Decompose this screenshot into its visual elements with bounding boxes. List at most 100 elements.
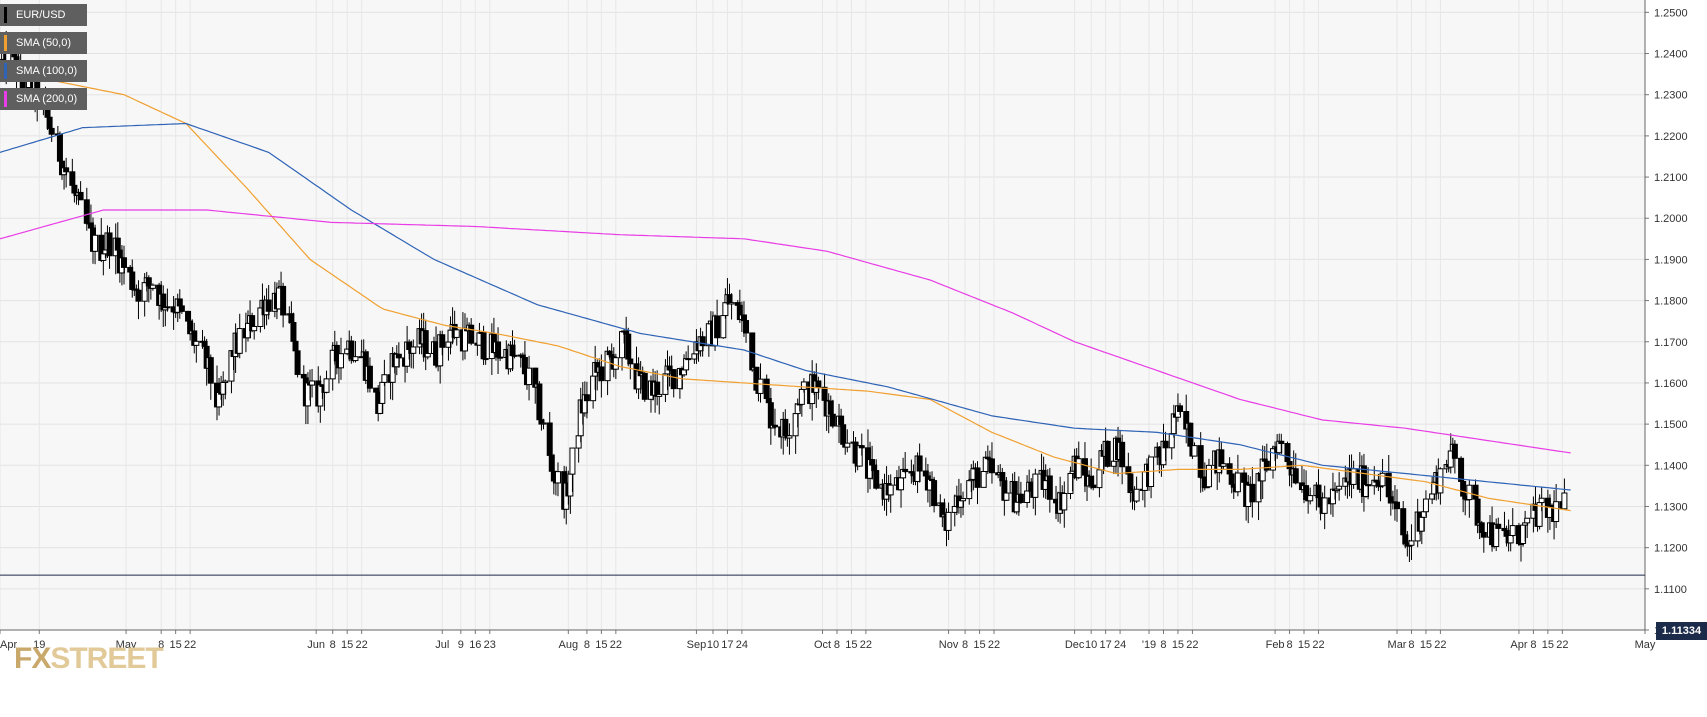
candle-body	[1350, 468, 1357, 485]
legend-item-sma200[interactable]: SMA (200,0)	[0, 88, 88, 110]
legend-item-sma100[interactable]: SMA (100,0)	[0, 60, 88, 82]
candle-body	[1234, 472, 1241, 493]
candle-body	[1096, 469, 1103, 489]
x-tick-label: 8	[330, 639, 336, 651]
candle-body	[627, 358, 634, 365]
candle-body	[1003, 492, 1010, 501]
x-tick-label: 16	[469, 639, 481, 651]
candle-body	[1422, 498, 1429, 513]
fxstreet-logo: FXSTREET	[14, 642, 164, 676]
candle-body	[743, 320, 750, 334]
y-tick-label: 1.2200	[1654, 131, 1688, 143]
candle-body	[641, 372, 648, 400]
x-tick-label: 8	[834, 639, 840, 651]
candle-body	[786, 435, 793, 439]
y-tick-label: 1.2100	[1654, 172, 1688, 184]
y-tick-label: 1.1100	[1654, 584, 1687, 596]
candle-body	[960, 498, 967, 502]
x-tick-label: 24	[736, 639, 748, 651]
candle-body	[1495, 523, 1502, 529]
candle-body	[251, 325, 258, 332]
x-tick-label: Feb	[1266, 639, 1285, 651]
candle-body	[352, 356, 359, 362]
candle-body	[461, 327, 468, 352]
y-tick-label: 1.2300	[1654, 90, 1688, 102]
legend-item-eurusd[interactable]: EUR/USD	[0, 4, 88, 26]
legend-swatch-sma200	[4, 91, 7, 107]
x-tick-label: 22	[1434, 639, 1446, 651]
candle-body	[366, 365, 373, 389]
candle-body	[800, 381, 807, 390]
legend-swatch-eurusd	[4, 7, 7, 23]
candle-body	[683, 358, 690, 371]
x-tick-label: 15	[170, 639, 182, 651]
sma-50-line	[0, 69, 1571, 512]
current-price-tag: 1.11334	[1656, 622, 1707, 640]
candle-body	[453, 329, 460, 338]
candle-body	[526, 367, 533, 386]
x-tick-label: 22	[1186, 639, 1198, 651]
x-tick-label: 17	[721, 639, 733, 651]
candle-body	[294, 350, 301, 375]
candle-body	[1394, 501, 1401, 510]
candle-body	[670, 369, 677, 390]
x-tick-label: Dec	[1065, 639, 1085, 651]
legend-swatch-sma50	[4, 35, 7, 51]
candle-body	[236, 328, 243, 354]
x-tick-label: 24	[1114, 639, 1126, 651]
candle-body	[898, 477, 905, 491]
legend-item-sma50[interactable]: SMA (50,0)	[0, 32, 88, 54]
candle-body	[1249, 483, 1256, 503]
y-tick-label: 1.1600	[1654, 378, 1688, 390]
x-tick-label: Oct	[814, 639, 831, 651]
x-tick-label: 22	[1556, 639, 1568, 651]
sma-100-line	[0, 122, 1571, 491]
x-tick-label: 19	[33, 639, 45, 651]
x-tick-label: Aug	[559, 639, 579, 651]
candle-body	[92, 234, 99, 252]
x-tick-label: 15	[845, 639, 857, 651]
candle-body	[1263, 460, 1270, 471]
x-tick-label: 10	[1085, 639, 1097, 651]
x-tick-label: Mar	[1388, 639, 1407, 651]
candle-body	[1408, 540, 1415, 546]
candle-body	[945, 511, 952, 531]
x-tick-label: 10	[707, 639, 719, 651]
candle-body	[1133, 488, 1140, 502]
candle-body	[902, 468, 909, 473]
x-tick-label: 8	[158, 639, 164, 651]
candle-body	[1241, 472, 1248, 483]
candle-body	[728, 302, 735, 305]
x-tick-label: 8	[1530, 639, 1536, 651]
sma-200-line	[0, 209, 1571, 454]
candle-body	[468, 324, 475, 344]
candle-body	[612, 357, 619, 370]
candle-body	[439, 334, 446, 348]
candle-body	[887, 484, 894, 496]
x-tick-label: Jul	[435, 639, 449, 651]
x-tick-label: 15	[595, 639, 607, 651]
candle-body	[1561, 492, 1568, 510]
x-tick-label: 23	[484, 639, 496, 651]
candle-body	[1365, 484, 1372, 487]
candle-body	[337, 353, 344, 369]
candle-body	[1032, 473, 1039, 498]
candle-body	[1046, 475, 1053, 500]
candle-body	[1321, 497, 1328, 514]
x-tick-label: 8	[1408, 639, 1414, 651]
candle-body	[1524, 517, 1531, 524]
x-tick-label: May	[116, 639, 137, 651]
candle-body	[931, 480, 938, 507]
candle-body	[480, 331, 487, 360]
candle-body	[395, 353, 402, 359]
candle-body	[980, 471, 987, 488]
x-tick-label: Nov	[939, 639, 959, 651]
candle-body	[1024, 490, 1031, 504]
candle-body	[1205, 464, 1212, 488]
candle-body	[410, 346, 417, 354]
candle-body	[63, 167, 70, 173]
candle-body	[280, 285, 287, 316]
candle-body	[685, 358, 692, 361]
candle-body	[292, 340, 299, 352]
legend-swatch-sma100	[4, 63, 7, 79]
